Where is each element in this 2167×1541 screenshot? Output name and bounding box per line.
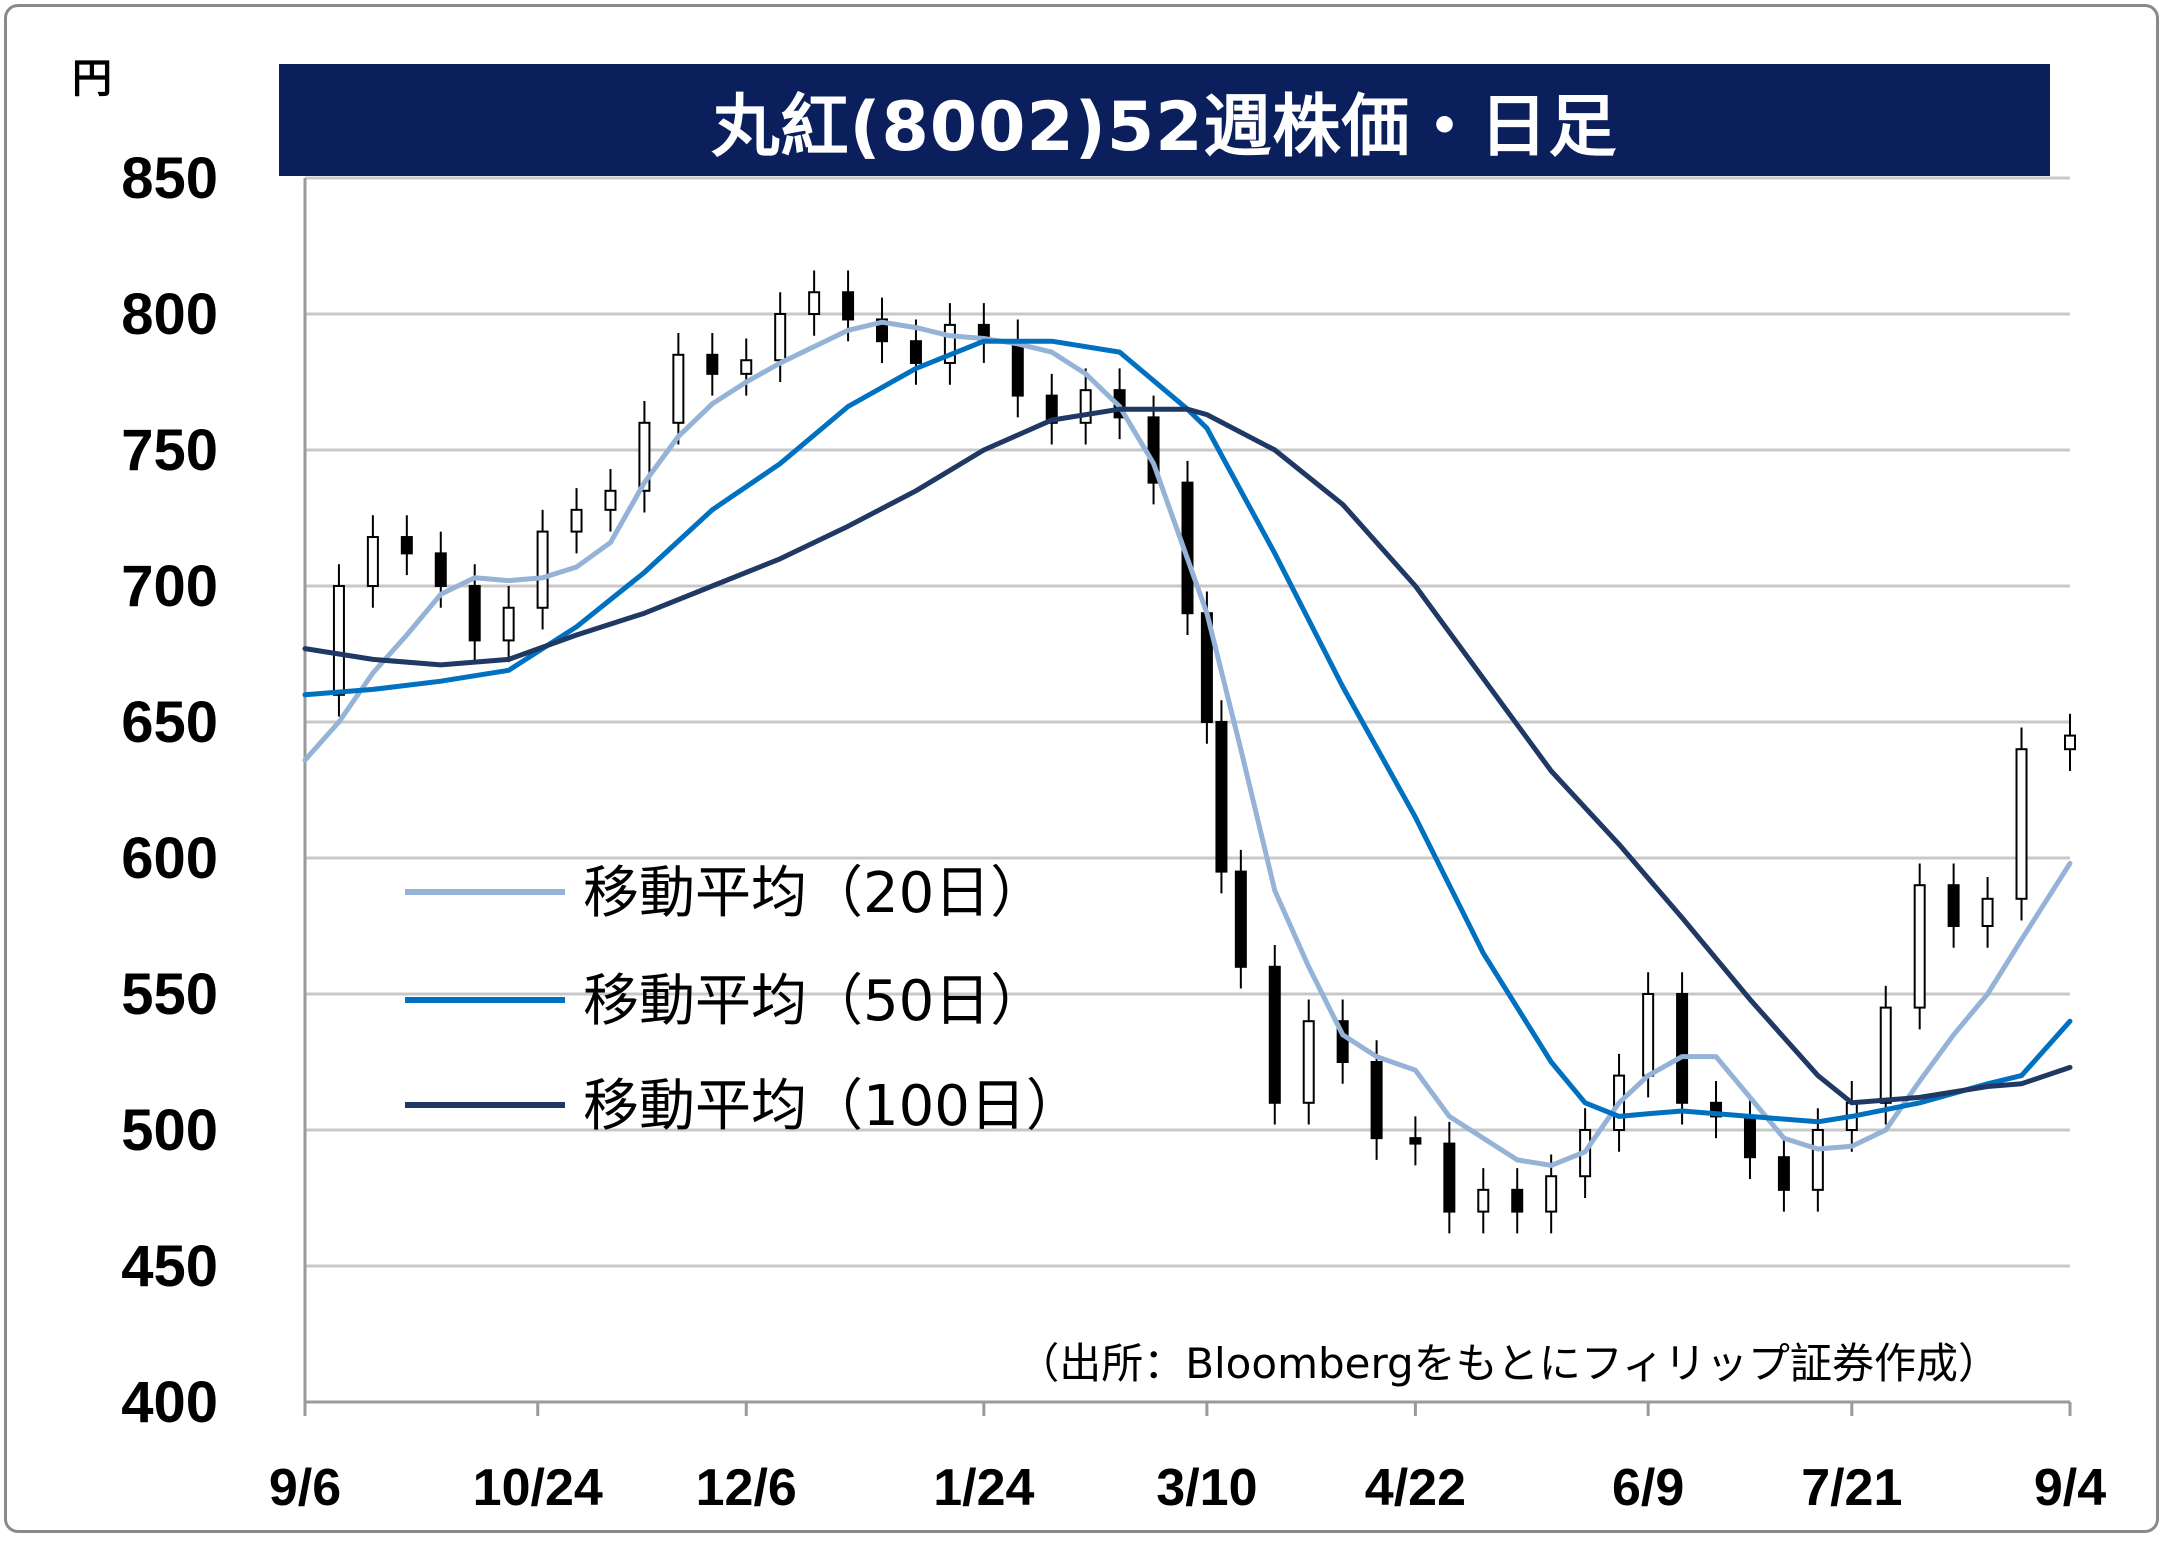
candle-body <box>1370 1061 1383 1140</box>
candle-body <box>842 291 855 321</box>
candle-body <box>1913 884 1926 1009</box>
candle-body <box>1011 340 1024 397</box>
y-tick-label-600: 600 <box>121 826 218 891</box>
candle-body <box>943 323 956 364</box>
candle-body <box>2064 734 2076 751</box>
x-tick-label-1-24: 1/24 <box>933 1459 1034 1517</box>
candle-body <box>1777 1156 1790 1191</box>
y-axis-ticks: 400 450 500 550 600 650 700 750 800 850 <box>121 146 218 1435</box>
candle-body <box>536 530 549 609</box>
legend: 移動平均（20日） 移動平均（50日） 移動平均（100日） <box>405 861 1082 1139</box>
y-tick-label-700: 700 <box>121 554 218 619</box>
legend-label-0: 移動平均（20日） <box>583 861 1046 926</box>
candle-body <box>1981 897 1994 927</box>
candle-body <box>1879 1006 1892 1104</box>
candle-body <box>570 508 583 533</box>
candle-body <box>1302 1020 1315 1104</box>
candle-body <box>400 536 413 555</box>
candle-body <box>332 585 345 696</box>
candle-body <box>909 340 922 364</box>
candle-body <box>1336 1020 1349 1064</box>
candle-body <box>706 353 719 375</box>
candle-body <box>1743 1115 1756 1159</box>
y-tick-label-450: 450 <box>121 1234 218 1299</box>
chart-frame <box>4 4 2159 1533</box>
x-tick-label-9-6: 9/6 <box>269 1459 341 1517</box>
legend-label-2: 移動平均（100日） <box>583 1074 1082 1139</box>
candle-body <box>1079 389 1092 424</box>
y-unit-label: 円 <box>72 56 112 102</box>
moving-average-lines <box>302 319 2073 1168</box>
candle-body <box>1545 1175 1558 1213</box>
ma-line-2 <box>302 406 2073 1106</box>
candle-body <box>1443 1142 1456 1213</box>
candle-body <box>1147 416 1160 484</box>
x-tick-label-9-4: 9/4 <box>2034 1459 2106 1517</box>
y-tick-label-500: 500 <box>121 1098 218 1163</box>
legend-label-1: 移動平均（50日） <box>583 969 1046 1034</box>
x-tick-label-3-10: 3/10 <box>1156 1459 1257 1517</box>
x-tick-label-6-9: 6/9 <box>1612 1459 1684 1517</box>
ma-line-1 <box>302 338 2073 1125</box>
candle-body <box>2015 748 2028 900</box>
y-tick-label-750: 750 <box>121 418 218 483</box>
candle-body <box>434 552 447 587</box>
y-tick-label-850: 850 <box>121 146 218 211</box>
candle-body <box>672 353 685 424</box>
candle-body <box>1409 1137 1422 1145</box>
x-axis-ticks: 9/6 10/24 12/6 1/24 3/10 4/22 6/9 7/21 9/4 <box>269 1402 2106 1517</box>
candle-body <box>1947 884 1960 928</box>
candle-body <box>468 585 481 642</box>
candle-body <box>1511 1188 1524 1213</box>
grid-lines <box>303 176 2070 1404</box>
candle-body <box>1710 1101 1723 1118</box>
ma-line-0 <box>302 319 2073 1168</box>
candle-body <box>876 318 889 343</box>
source-note: （出所：Bloombergをもとにフィリップ証券作成） <box>1017 1339 2000 1388</box>
candle-body <box>740 359 753 375</box>
y-tick-label-400: 400 <box>121 1370 218 1435</box>
candle-body <box>502 606 515 642</box>
y-tick-label-550: 550 <box>121 962 218 1027</box>
y-tick-label-650: 650 <box>121 690 218 755</box>
candle-body <box>1676 993 1689 1104</box>
candle-body <box>1234 870 1247 968</box>
candle-body <box>808 291 821 315</box>
x-tick-label-4-22: 4/22 <box>1365 1459 1466 1517</box>
chart-title: 丸紅(8002)52週株価・日足 <box>711 87 1618 167</box>
candle-body <box>1811 1129 1824 1191</box>
candle-body <box>774 313 787 362</box>
x-tick-label-12-6: 12/6 <box>696 1459 797 1517</box>
candle-body <box>638 421 651 492</box>
candle-body <box>1268 965 1281 1104</box>
x-tick-label-10-24: 10/24 <box>473 1459 603 1517</box>
candle-body <box>604 489 617 511</box>
candle-body <box>1215 721 1228 873</box>
y-tick-label-800: 800 <box>121 282 218 347</box>
candle-body <box>366 536 379 587</box>
chart-title-bar: 丸紅(8002)52週株価・日足 <box>279 64 2050 176</box>
candle-body <box>1477 1188 1490 1213</box>
candle-body <box>1642 993 1655 1077</box>
x-tick-label-7-21: 7/21 <box>1801 1459 1902 1517</box>
